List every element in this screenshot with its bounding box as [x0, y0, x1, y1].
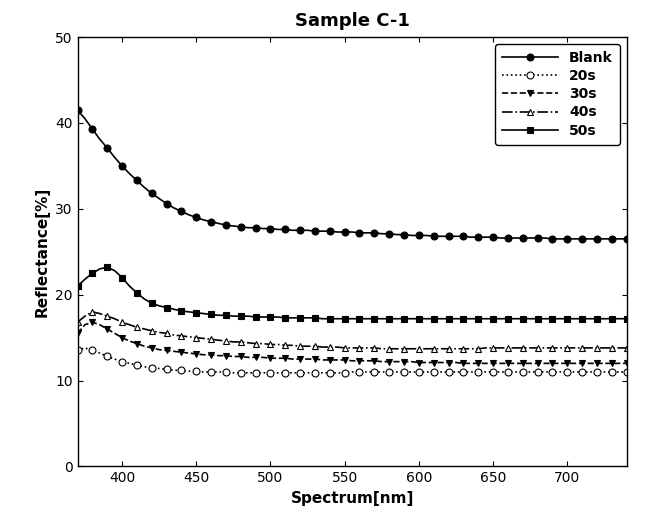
- Line: 50s: 50s: [74, 264, 630, 322]
- 50s: [578, 315, 586, 322]
- 20s: [74, 347, 81, 354]
- 20s: [623, 369, 630, 375]
- Blank: [74, 107, 81, 113]
- Blank: [526, 235, 534, 241]
- 40s: [519, 344, 526, 351]
- 20s: [541, 369, 549, 375]
- 30s: [504, 360, 512, 367]
- 40s: [89, 308, 96, 315]
- 40s: [504, 344, 512, 351]
- Blank: [489, 234, 497, 240]
- Line: Blank: Blank: [74, 107, 630, 242]
- 20s: [504, 369, 512, 375]
- 30s: [519, 360, 526, 367]
- Blank: [548, 236, 556, 242]
- Blank: [512, 235, 519, 241]
- 30s: [459, 360, 467, 367]
- 40s: [623, 344, 630, 351]
- 50s: [103, 264, 111, 270]
- 30s: [125, 338, 133, 344]
- Blank: [118, 163, 126, 169]
- Blank: [504, 235, 512, 241]
- 30s: [526, 360, 534, 367]
- 50s: [623, 315, 630, 322]
- Line: 40s: 40s: [74, 308, 630, 352]
- Line: 30s: 30s: [74, 319, 630, 367]
- 50s: [519, 315, 526, 322]
- Title: Sample C-1: Sample C-1: [295, 12, 410, 30]
- Y-axis label: Reflectance[%]: Reflectance[%]: [34, 187, 50, 317]
- 50s: [74, 283, 81, 289]
- 40s: [578, 344, 586, 351]
- 30s: [89, 319, 96, 325]
- 40s: [541, 344, 549, 351]
- 40s: [74, 319, 81, 325]
- 20s: [81, 344, 89, 351]
- 40s: [378, 346, 386, 352]
- 30s: [623, 360, 630, 367]
- Blank: [623, 236, 630, 242]
- 50s: [526, 315, 534, 322]
- 20s: [578, 369, 586, 375]
- Blank: [571, 236, 579, 242]
- Line: 20s: 20s: [74, 344, 630, 376]
- 40s: [125, 322, 133, 328]
- 30s: [74, 330, 81, 337]
- 20s: [125, 360, 133, 367]
- 30s: [541, 360, 549, 367]
- X-axis label: Spectrum[nm]: Spectrum[nm]: [291, 491, 413, 506]
- 50s: [504, 315, 512, 322]
- 40s: [526, 344, 534, 351]
- 20s: [519, 369, 526, 375]
- 20s: [229, 369, 237, 376]
- 30s: [578, 360, 586, 367]
- 50s: [318, 315, 326, 322]
- Legend: Blank, 20s, 30s, 40s, 50s: Blank, 20s, 30s, 40s, 50s: [495, 44, 620, 145]
- 50s: [541, 315, 549, 322]
- 50s: [125, 283, 133, 289]
- 20s: [526, 369, 534, 375]
